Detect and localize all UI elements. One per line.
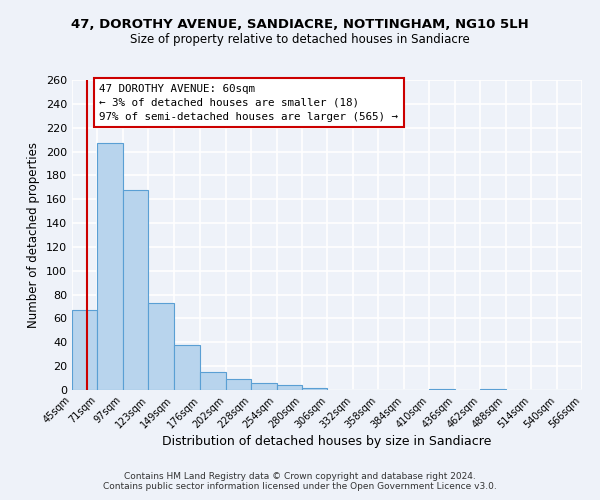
Text: Size of property relative to detached houses in Sandiacre: Size of property relative to detached ho… [130,32,470,46]
Bar [302,388,328,390]
Bar [251,383,277,390]
Bar [277,385,302,390]
Bar [123,190,148,390]
X-axis label: Distribution of detached houses by size in Sandiacre: Distribution of detached houses by size … [163,436,491,448]
Y-axis label: Number of detached properties: Number of detached properties [28,142,40,328]
Bar [480,389,506,390]
Text: Contains HM Land Registry data © Crown copyright and database right 2024.: Contains HM Land Registry data © Crown c… [124,472,476,481]
Bar [174,344,200,390]
Bar [97,143,123,390]
Bar [226,380,251,390]
Text: Contains public sector information licensed under the Open Government Licence v3: Contains public sector information licen… [103,482,497,491]
Bar [148,303,174,390]
Text: 47 DOROTHY AVENUE: 60sqm
← 3% of detached houses are smaller (18)
97% of semi-de: 47 DOROTHY AVENUE: 60sqm ← 3% of detache… [100,84,398,122]
Bar [72,310,97,390]
Bar [200,372,226,390]
Text: 47, DOROTHY AVENUE, SANDIACRE, NOTTINGHAM, NG10 5LH: 47, DOROTHY AVENUE, SANDIACRE, NOTTINGHA… [71,18,529,30]
Bar [429,389,455,390]
